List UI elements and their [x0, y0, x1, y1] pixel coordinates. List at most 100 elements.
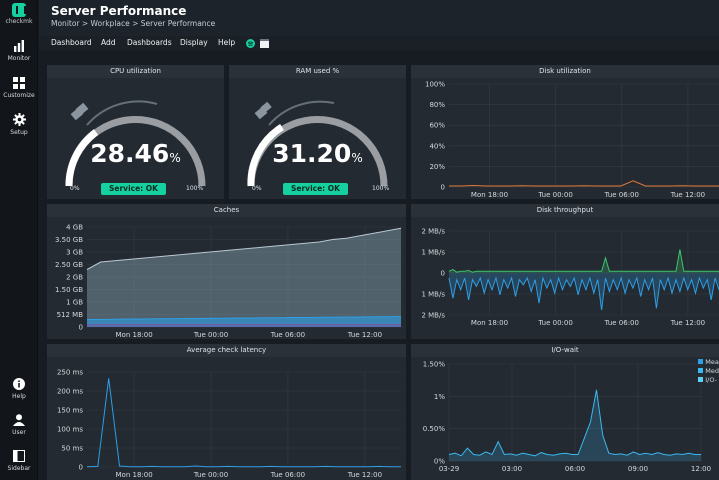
series-line — [86, 378, 401, 468]
dashlet-ram-used: RAM used % 31.20% 0% 100% Service: OK — [229, 65, 406, 199]
sidebar-item-help[interactable]: Help — [0, 378, 38, 400]
legend-item: Med — [698, 367, 719, 376]
x-tick-label: Tue 00:00 — [537, 191, 572, 199]
y-tick-label: 60% — [429, 122, 445, 130]
y-tick-label: 100% — [425, 81, 445, 89]
y-tick-label: 0 — [79, 324, 83, 332]
y-tick-label: 0% — [434, 458, 445, 466]
info-icon — [13, 378, 25, 390]
x-tick-label: 09:00 — [628, 465, 648, 473]
io-wait-chart[interactable]: 1.50% 1% 0.50% 0%03-29 03:00 06:00 09:00 12:00 — [411, 357, 719, 480]
checkmk-logo-icon — [12, 3, 26, 17]
dashlet-caches: Caches 4 GB 3.50 GB 3 GB 2.50 GB 2 GB 1.50 GB… — [47, 204, 406, 339]
sidebar-item-label: Monitor — [7, 55, 31, 62]
y-tick-label: 50 ms — [61, 445, 83, 453]
menu-dashboards[interactable]: Dashboards — [127, 38, 172, 47]
x-tick-label: Tue 00:00 — [537, 319, 572, 327]
sidebar: checkmk Monitor Customize Setup — [0, 0, 38, 480]
y-tick-label: 1 MB/s — [421, 291, 445, 299]
series-line — [86, 227, 402, 270]
y-tick-label: 20% — [429, 163, 445, 171]
gauge-fill — [65, 129, 99, 187]
gauge-history — [268, 100, 335, 126]
sidebar-item-setup[interactable]: Setup — [0, 113, 38, 136]
disk-throughput-chart[interactable]: 2 MB/s 1 MB/s 0 1 MB/s 2 MB/s Mon 18:00 Tue 00… — [411, 217, 719, 339]
gauge-min: 0% — [252, 185, 262, 192]
x-tick-label: Tue 12:00 — [670, 319, 705, 327]
window-icon[interactable] — [260, 39, 269, 48]
y-tick-label: 40% — [429, 142, 445, 150]
menu-help[interactable]: Help — [218, 38, 236, 47]
x-tick-label: 06:00 — [565, 465, 585, 473]
legend-item: I/O- — [698, 376, 719, 385]
x-tick-label: Tue 00:00 — [193, 471, 228, 479]
dashlet-cpu-utilization: CPU utilization 28.46% 0% 100% Service: … — [47, 65, 224, 199]
y-tick-label: 150 ms — [57, 407, 83, 415]
sidebar-toggle-icon — [13, 450, 25, 462]
gauge-value: 31.20% — [229, 139, 406, 168]
gauge-marker — [75, 102, 89, 116]
grid-icon — [13, 77, 25, 89]
logo[interactable]: checkmk — [0, 2, 38, 30]
y-tick-label: 4 GB — [66, 224, 83, 232]
dashlet-title: Disk utilization — [411, 65, 719, 78]
y-tick-label: 1.50% — [423, 361, 446, 369]
x-tick-label: Tue 06:00 — [604, 319, 639, 327]
series-line — [448, 276, 719, 311]
dashlet-title: CPU utilization — [47, 65, 224, 78]
status-badge[interactable]: Service: OK — [283, 183, 348, 195]
sidebar-item-sidebar[interactable]: Sidebar — [0, 450, 38, 472]
page-header: Server Performance Monitor > Workplace >… — [39, 0, 719, 36]
status-badge[interactable]: Service: OK — [101, 183, 166, 195]
x-tick-label: 12:00 — [691, 465, 711, 473]
sidebar-item-label: Help — [12, 393, 26, 400]
gauge-value: 28.46% — [47, 139, 224, 168]
gauge-fill — [247, 124, 284, 187]
dashlet-average-check-latency: Average check latency 250 ms 200 ms 150 ms… — [47, 344, 406, 480]
x-tick-label: Mon 18:00 — [471, 191, 508, 199]
dashlet-title: Disk throughput — [411, 204, 719, 217]
menu-dashboard[interactable]: Dashboard — [51, 38, 92, 47]
y-tick-label: 0 — [79, 464, 83, 472]
y-tick-label: 2 GB — [66, 274, 83, 282]
menu-bar: Dashboard Add Dashboards Display Help — [39, 36, 719, 51]
disk-utilization-chart[interactable]: 100% 80% 60% 40% 20% 0 Mon 18:00 Tue 00:00 Tue 0… — [411, 78, 719, 199]
y-tick-label: 1.50 GB — [55, 286, 83, 294]
cpu-unit: % — [169, 151, 181, 165]
x-tick-label: Mon 18:00 — [116, 331, 153, 339]
sidebar-item-monitor[interactable]: Monitor — [0, 40, 38, 62]
dashlet-title: RAM used % — [229, 65, 406, 78]
x-tick-label: Tue 06:00 — [270, 331, 305, 339]
menu-add[interactable]: Add — [101, 38, 116, 47]
menu-display[interactable]: Display — [180, 38, 208, 47]
latency-chart[interactable]: 250 ms 200 ms 150 ms 100 ms 50 ms 0 Mon 18:00 T… — [47, 357, 406, 480]
gauge-min: 0% — [70, 185, 80, 192]
y-tick-label: 2 MB/s — [421, 312, 445, 320]
logo-text: checkmk — [5, 18, 33, 25]
y-tick-label: 1 GB — [66, 299, 83, 307]
dashlet-disk-throughput: Disk throughput 2 MB/s 1 MB/s 0 1 MB/s 2 MB/… — [411, 204, 719, 339]
page-title: Server Performance — [51, 4, 187, 18]
breadcrumb[interactable]: Monitor > Workplace > Server Performance — [51, 19, 216, 28]
y-tick-label: 2.50 GB — [55, 261, 83, 269]
y-tick-label: 1 MB/s — [421, 249, 445, 257]
sidebar-item-label: Setup — [10, 129, 28, 136]
series-area — [87, 324, 401, 327]
y-tick-label: 200 ms — [57, 388, 83, 396]
caches-chart[interactable]: 4 GB 3.50 GB 3 GB 2.50 GB 2 GB 1.50 GB 1 GB 512… — [47, 217, 406, 339]
y-tick-label: 3 GB — [66, 249, 83, 257]
bar-chart-icon — [14, 40, 24, 52]
y-tick-label: 100 ms — [57, 426, 83, 434]
series-line — [449, 180, 719, 187]
x-tick-label: Mon 18:00 — [471, 319, 508, 327]
dashlet-disk-utilization: Disk utilization 100% 80% 60% 40% 20% 0 Mon 18… — [411, 65, 719, 199]
ram-gauge — [247, 100, 388, 187]
dashlet-title: I/O-wait — [411, 344, 719, 357]
status-green-icon[interactable] — [246, 39, 255, 48]
series-area — [87, 228, 401, 327]
sidebar-item-user[interactable]: User — [0, 414, 38, 436]
sidebar-item-customize[interactable]: Customize — [0, 77, 38, 99]
gauge-max: 100% — [372, 185, 390, 192]
x-tick-label: Tue 00:00 — [193, 331, 228, 339]
